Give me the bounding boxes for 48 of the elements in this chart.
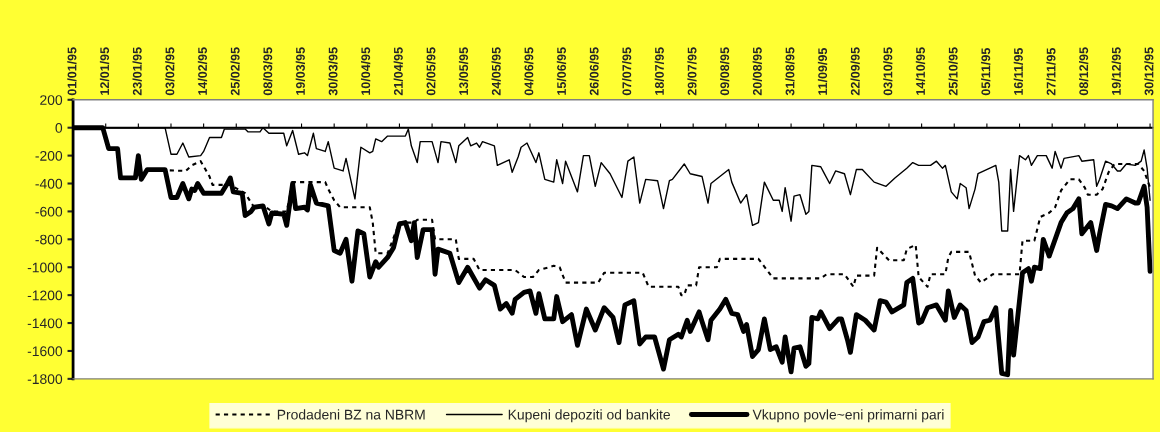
x-tick-label: 30/12/95 [1144, 47, 1154, 96]
x-tick-label: 15/06/95 [556, 47, 567, 95]
x-tick-label: 05/11/95 [981, 48, 991, 96]
y-tick-label: -200 [35, 150, 63, 161]
x-tick-label: 08/03/95 [263, 47, 273, 96]
x-tick-label: 27/11/95 [1046, 48, 1056, 96]
x-tick-label: 09/08/95 [719, 47, 730, 96]
x-tick-label: 24/05/95 [491, 47, 501, 96]
y-tick-label: -1600 [27, 346, 63, 357]
x-tick-label: 07/07/95 [622, 47, 632, 96]
x-tick-label: 23/01/95 [132, 47, 142, 96]
y-tick-label: -1200 [27, 290, 63, 301]
x-tick-label: 01/01/95 [67, 47, 77, 96]
x-tick-label: 22/09/95 [850, 47, 860, 96]
x-tick-label: 26/06/95 [589, 47, 599, 96]
x-tick-label: 02/05/95 [426, 47, 436, 96]
x-tick-label: 25/10/95 [948, 47, 958, 96]
legend-label: Prodadeni BZ na NBRM [277, 409, 425, 420]
x-tick-label: 30/03/95 [328, 47, 338, 96]
y-tick-label: 200 [40, 95, 63, 105]
x-tick-label: 29/07/95 [687, 47, 697, 96]
x-tick-label: 16/11/95 [1013, 48, 1024, 95]
y-tick-label: 0 [55, 123, 63, 133]
y-tick-label: -1800 [27, 374, 63, 385]
x-tick-label: 25/02/95 [230, 47, 240, 96]
x-tick-label: 19/03/95 [295, 47, 306, 95]
x-tick-label: 08/12/95 [1078, 47, 1089, 96]
x-tick-label: 04/06/95 [524, 47, 534, 96]
x-tick-label: 10/04/95 [360, 47, 371, 95]
x-tick-label: 14/02/95 [197, 47, 208, 95]
x-tick-label: 18/07/95 [654, 47, 665, 95]
x-tick-label: 31/08/95 [785, 47, 795, 96]
x-tick-label: 13/05/95 [458, 47, 469, 95]
y-tick-label: -800 [35, 234, 63, 245]
legend-label: Vkupno povle~eni primarni pari [752, 409, 944, 423]
legend-label: Kupeni depoziti od bankite [508, 409, 670, 423]
x-tick-label: 03/10/95 [883, 47, 893, 96]
x-tick-label: 12/01/95 [99, 47, 110, 95]
y-tick-label: -600 [35, 206, 63, 217]
x-tick-label: 21/04/95 [393, 47, 403, 96]
y-tick-label: -400 [35, 178, 63, 189]
y-tick-label: -1000 [27, 262, 63, 273]
x-tick-label: 20/08/95 [752, 47, 762, 96]
y-tick-label: -1400 [27, 318, 63, 329]
x-tick-label: 19/12/95 [1111, 47, 1121, 95]
x-tick-label: 03/02/95 [165, 47, 175, 96]
x-tick-label: 11/09/95 [817, 48, 828, 95]
x-tick-label: 14/10/95 [915, 47, 926, 95]
